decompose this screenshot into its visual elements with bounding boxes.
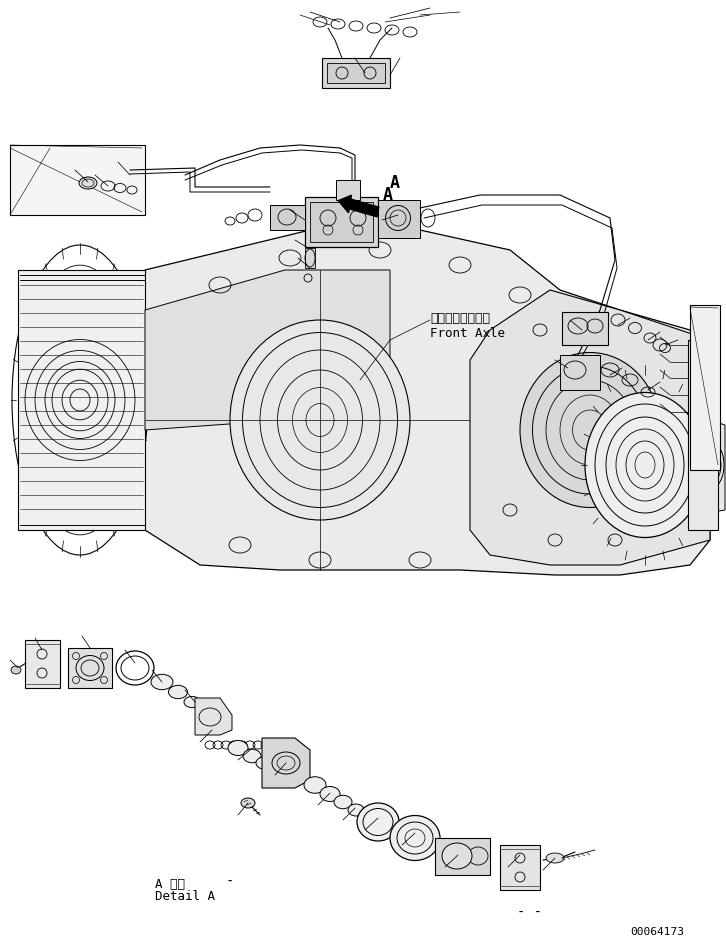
FancyArrow shape (338, 195, 379, 217)
Polygon shape (560, 355, 600, 390)
Text: A: A (390, 174, 400, 192)
Polygon shape (270, 205, 305, 230)
Polygon shape (310, 202, 373, 242)
Text: Front Axle: Front Axle (430, 326, 505, 339)
Ellipse shape (184, 696, 200, 707)
Polygon shape (145, 270, 390, 430)
Ellipse shape (11, 666, 21, 674)
Polygon shape (18, 270, 145, 530)
Polygon shape (195, 698, 232, 735)
Polygon shape (25, 640, 60, 688)
Polygon shape (305, 197, 378, 247)
Text: A 詳細: A 詳細 (155, 879, 185, 891)
Polygon shape (435, 838, 490, 875)
Polygon shape (336, 180, 360, 200)
Polygon shape (470, 290, 710, 565)
Ellipse shape (267, 765, 281, 775)
Ellipse shape (228, 740, 248, 755)
Ellipse shape (585, 392, 705, 538)
Text: Detail A: Detail A (155, 890, 215, 903)
Ellipse shape (357, 803, 399, 841)
Text: フロントアクスル: フロントアクスル (430, 311, 490, 324)
Text: A: A (383, 186, 393, 204)
Polygon shape (262, 738, 310, 788)
Polygon shape (690, 305, 720, 470)
Ellipse shape (230, 320, 410, 520)
Ellipse shape (390, 816, 440, 861)
Polygon shape (68, 648, 112, 688)
Polygon shape (327, 63, 385, 83)
Ellipse shape (151, 674, 173, 689)
Polygon shape (305, 248, 315, 268)
Ellipse shape (243, 750, 261, 763)
Ellipse shape (304, 777, 326, 793)
Polygon shape (695, 415, 725, 515)
Ellipse shape (348, 804, 364, 816)
Ellipse shape (241, 798, 255, 808)
Polygon shape (562, 312, 608, 345)
Polygon shape (145, 230, 710, 575)
Text: 00064173: 00064173 (630, 927, 684, 937)
Ellipse shape (520, 353, 660, 507)
Text: -: - (226, 875, 234, 889)
Ellipse shape (442, 843, 472, 869)
Ellipse shape (168, 686, 187, 699)
Ellipse shape (546, 853, 564, 863)
Polygon shape (10, 145, 145, 215)
Text: - -: - - (518, 905, 542, 919)
Ellipse shape (256, 757, 272, 769)
Ellipse shape (79, 177, 97, 189)
Polygon shape (500, 845, 540, 890)
Polygon shape (322, 58, 390, 88)
Polygon shape (378, 200, 420, 238)
Ellipse shape (320, 786, 340, 802)
Ellipse shape (334, 795, 352, 809)
Polygon shape (688, 340, 718, 530)
